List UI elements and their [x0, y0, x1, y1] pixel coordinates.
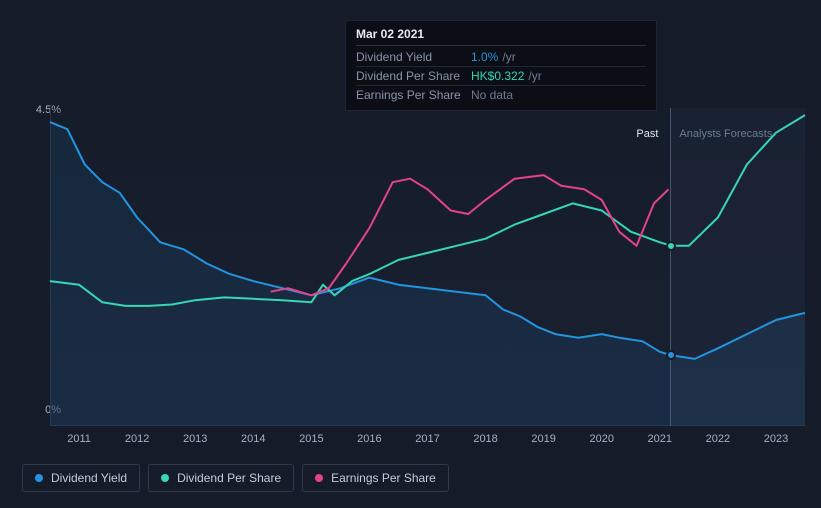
x-axis-tick: 2020 [589, 433, 613, 445]
series-marker [666, 241, 676, 251]
legend-label: Dividend Yield [51, 471, 127, 485]
hover-tooltip: Mar 02 2021 Dividend Yield1.0%/yrDividen… [345, 20, 657, 111]
tooltip-date: Mar 02 2021 [356, 27, 646, 46]
x-axis-tick: 2023 [764, 433, 788, 445]
x-axis-tick: 2015 [299, 433, 323, 445]
x-axis-tick: 2013 [183, 433, 207, 445]
earnings_per_share-line [271, 175, 669, 295]
tooltip-row-unit: /yr [502, 50, 515, 64]
tooltip-row-value: HK$0.322 [471, 69, 524, 83]
past-section-label: Past [636, 128, 658, 140]
x-axis-tick: 2022 [706, 433, 730, 445]
x-axis-tick: 2019 [531, 433, 555, 445]
tooltip-row: Dividend Per ShareHK$0.322/yr [356, 67, 646, 86]
tooltip-row-label: Earnings Per Share [356, 88, 471, 102]
legend-item[interactable]: Earnings Per Share [302, 464, 449, 492]
x-axis-tick: 2014 [241, 433, 265, 445]
x-axis-tick: 2011 [67, 433, 91, 445]
legend-label: Dividend Per Share [177, 471, 281, 485]
x-axis-tick: 2018 [473, 433, 497, 445]
chart-plot-area[interactable]: 2011201220132014201520162017201820192020… [50, 108, 805, 426]
tooltip-row-label: Dividend Per Share [356, 69, 471, 83]
tooltip-row-unit: /yr [528, 69, 541, 83]
tooltip-row-value: 1.0% [471, 50, 498, 64]
legend-dot-icon [315, 474, 323, 482]
legend-dot-icon [35, 474, 43, 482]
chart-legend: Dividend Yield Dividend Per Share Earnings… [22, 464, 449, 492]
legend-dot-icon [161, 474, 169, 482]
x-axis-tick: 2012 [125, 433, 149, 445]
legend-item[interactable]: Dividend Per Share [148, 464, 294, 492]
series-marker [666, 350, 676, 360]
x-axis-tick: 2021 [648, 433, 672, 445]
tooltip-row-label: Dividend Yield [356, 50, 471, 64]
x-axis-tick: 2016 [357, 433, 381, 445]
legend-item[interactable]: Dividend Yield [22, 464, 140, 492]
tooltip-row-value: No data [471, 88, 513, 102]
forecast-section-label: Analysts Forecasts [679, 128, 772, 140]
tooltip-row: Earnings Per ShareNo data [356, 86, 646, 104]
tooltip-row: Dividend Yield1.0% /yr [356, 48, 646, 67]
chart-lines-svg [50, 108, 805, 426]
x-axis-tick: 2017 [415, 433, 439, 445]
legend-label: Earnings Per Share [331, 471, 436, 485]
